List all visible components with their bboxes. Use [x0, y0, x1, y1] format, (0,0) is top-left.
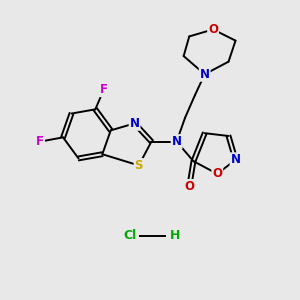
Text: Cl: Cl: [124, 229, 137, 242]
Text: N: N: [230, 153, 241, 166]
Text: H: H: [170, 229, 180, 242]
Text: N: N: [130, 117, 140, 130]
Text: S: S: [134, 159, 143, 172]
Text: O: O: [184, 180, 194, 193]
Text: F: F: [36, 135, 44, 148]
Text: O: O: [212, 167, 222, 180]
Text: N: N: [200, 68, 210, 81]
Text: F: F: [100, 83, 108, 96]
Text: O: O: [208, 23, 218, 36]
Text: N: N: [172, 135, 182, 148]
